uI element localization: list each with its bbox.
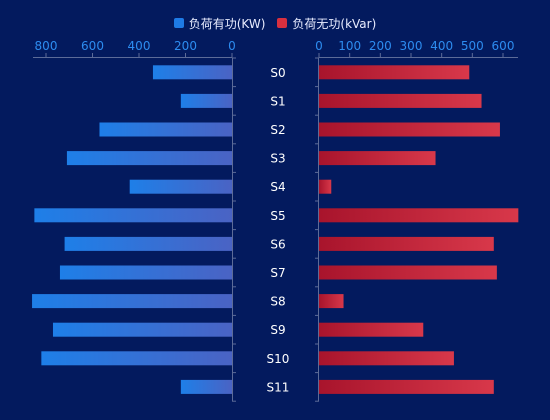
left-axis-tick-label: 400	[128, 39, 151, 53]
bar-active-power	[180, 93, 232, 108]
legend-label-reactive-power: 负荷无功(kVar)	[292, 16, 377, 31]
bar-reactive-power	[319, 65, 470, 80]
chart-legend: 负荷有功(KW) 负荷无功(kVar)	[0, 14, 550, 32]
right-axis-tick-label: 300	[400, 39, 423, 53]
category-label: S10	[267, 352, 290, 366]
left-axis-tick-label: 800	[35, 39, 58, 53]
bar-active-power	[41, 351, 232, 366]
bar-active-power	[59, 265, 233, 280]
bar-active-power	[32, 294, 232, 309]
category-label: S3	[270, 152, 285, 166]
right-axis-tick-label: 500	[461, 39, 484, 53]
right-axis-tick-label: 200	[369, 39, 392, 53]
category-label: S1	[270, 94, 285, 108]
left-axis-tick-label: 600	[81, 39, 104, 53]
bar-reactive-power	[319, 236, 494, 251]
bar-reactive-power	[319, 322, 424, 337]
category-label: S8	[270, 295, 285, 309]
bar-active-power	[66, 151, 232, 166]
left-axis-tick-label: 200	[174, 39, 197, 53]
bar-reactive-power	[319, 351, 454, 366]
right-axis-tick-label: 400	[430, 39, 453, 53]
bar-active-power	[34, 208, 232, 223]
bar-active-power	[152, 65, 232, 80]
bar-reactive-power	[319, 151, 436, 166]
bar-reactive-power	[319, 379, 494, 394]
right-axis-tick-label: 600	[492, 39, 515, 53]
bar-active-power	[64, 236, 232, 251]
category-label: S7	[270, 266, 285, 280]
category-label: S0	[270, 66, 285, 80]
category-label: S4	[270, 180, 285, 194]
bar-reactive-power	[319, 294, 344, 309]
bar-active-power	[99, 122, 232, 137]
bar-reactive-power	[319, 179, 332, 194]
legend-swatch-active-power	[173, 18, 184, 28]
bar-active-power	[180, 379, 232, 394]
bar-reactive-power	[319, 265, 497, 280]
left-axis-tick-label: 0	[228, 39, 236, 53]
right-axis-tick-label: 0	[315, 39, 323, 53]
category-label: S5	[270, 209, 285, 223]
legend-item-active-power[interactable]: 负荷有功(KW)	[173, 15, 266, 32]
bar-active-power	[129, 179, 232, 194]
legend-label-active-power: 负荷有功(KW)	[188, 16, 266, 31]
legend-swatch-reactive-power	[277, 18, 288, 28]
category-label: S2	[270, 123, 285, 137]
category-label: S9	[270, 323, 285, 337]
category-label: S6	[270, 237, 285, 251]
bar-reactive-power	[319, 93, 482, 108]
bar-active-power	[52, 322, 232, 337]
bar-reactive-power	[319, 122, 500, 137]
legend-item-reactive-power[interactable]: 负荷无功(kVar)	[277, 15, 376, 32]
right-axis-tick-label: 100	[338, 39, 361, 53]
bar-reactive-power	[319, 208, 519, 223]
category-label: S11	[267, 380, 290, 394]
